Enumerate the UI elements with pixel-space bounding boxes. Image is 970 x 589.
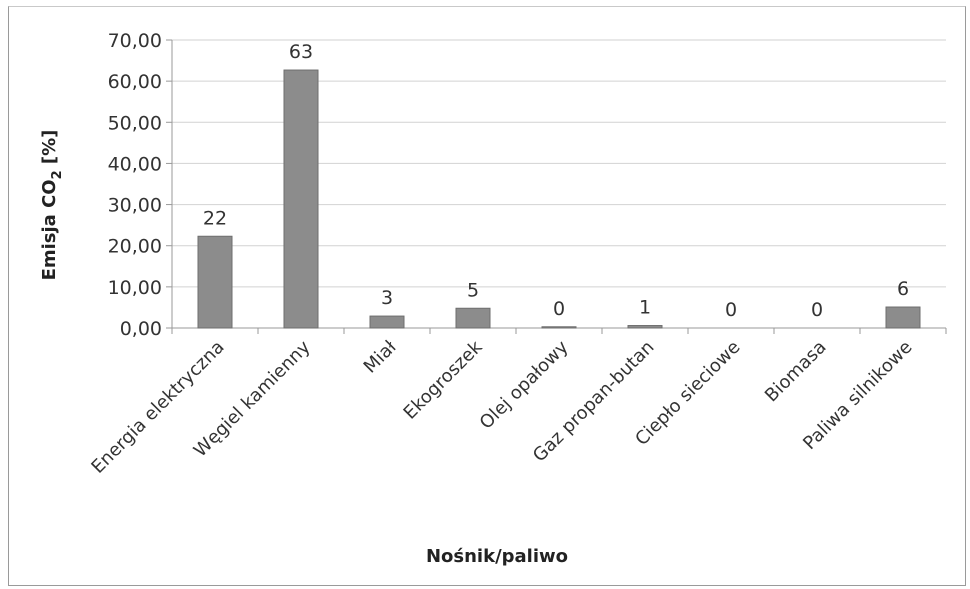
y-tick-label: 20,00 — [108, 236, 162, 258]
bar — [541, 326, 577, 329]
bars — [197, 69, 921, 329]
category-label: Biomasa — [761, 337, 831, 407]
category-label: Olej opałowy — [476, 336, 573, 433]
data-label: 3 — [381, 287, 393, 309]
category-label: Ekogroszek — [400, 336, 487, 423]
bar — [885, 306, 921, 329]
x-axis-title: Nośnik/paliwo — [426, 546, 568, 567]
data-label: 1 — [639, 297, 651, 319]
y-tick-label: 60,00 — [108, 71, 162, 93]
data-label: 0 — [811, 299, 823, 321]
y-axis-title: Emisja CO2 [%] — [39, 130, 65, 281]
y-axis-title-unit: [%] — [39, 130, 60, 171]
y-tick-label: 70,00 — [108, 30, 162, 52]
y-axis-title-subscript: 2 — [50, 170, 65, 179]
axes — [166, 39, 947, 334]
data-label: 0 — [725, 299, 737, 321]
y-tick-label: 10,00 — [108, 277, 162, 299]
bar — [283, 69, 319, 329]
category-label: Miał — [360, 336, 401, 377]
y-tick-label: 30,00 — [108, 195, 162, 217]
data-label: 63 — [289, 41, 313, 63]
data-label: 6 — [897, 278, 909, 300]
data-label: 5 — [467, 279, 479, 301]
y-tick-labels: 0,00 10,00 20,00 30,00 40,00 50,00 60,00 70,00 — [108, 30, 162, 340]
y-tick-label: 40,00 — [108, 153, 162, 175]
y-tick-label: 50,00 — [108, 112, 162, 134]
y-tick-label: 0,00 — [120, 318, 162, 340]
y-axis-title-main: Emisja CO — [39, 179, 60, 280]
bar — [455, 307, 491, 329]
bar — [369, 315, 405, 329]
data-label: 22 — [203, 207, 227, 229]
data-labels: 22 63 3 5 0 1 0 0 6 — [203, 41, 909, 321]
bar — [627, 325, 663, 329]
data-label: 0 — [553, 298, 565, 320]
bar — [197, 235, 233, 329]
chart-frame — [8, 6, 966, 586]
